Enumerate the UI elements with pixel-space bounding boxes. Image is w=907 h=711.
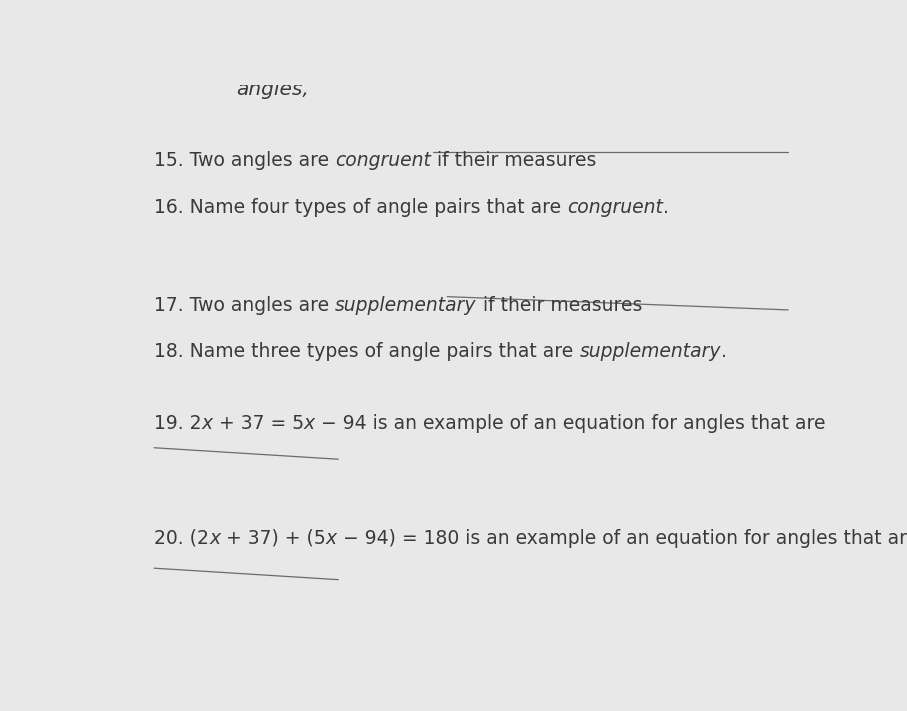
Text: supplementary: supplementary (580, 341, 721, 360)
Text: − 94 is an example of an equation for angles that are: − 94 is an example of an equation for an… (315, 414, 825, 433)
Text: angles,: angles, (237, 80, 309, 99)
Text: − 94) = 180 is an example of an equation for angles that are: − 94) = 180 is an example of an equation… (337, 529, 907, 547)
Text: if their measures: if their measures (431, 151, 602, 170)
Text: 18. Name three types of angle pairs that are: 18. Name three types of angle pairs that… (154, 341, 580, 360)
Text: x: x (209, 529, 220, 547)
Text: + 37) + (5: + 37) + (5 (220, 529, 326, 547)
Text: .: . (721, 341, 727, 360)
Text: congruent: congruent (567, 198, 663, 217)
Text: 15. Two angles are: 15. Two angles are (154, 151, 336, 170)
Text: x: x (201, 414, 213, 433)
Text: x: x (304, 414, 315, 433)
Text: + 37 = 5: + 37 = 5 (213, 414, 304, 433)
Text: .: . (663, 198, 669, 217)
Text: x: x (326, 529, 337, 547)
Text: congruent: congruent (336, 151, 431, 170)
Text: supplementary: supplementary (336, 296, 477, 315)
Text: 17. Two angles are: 17. Two angles are (154, 296, 336, 315)
Text: 16. Name four types of angle pairs that are: 16. Name four types of angle pairs that … (154, 198, 567, 217)
Text: 20. (2: 20. (2 (154, 529, 209, 547)
Text: 19. 2: 19. 2 (154, 414, 201, 433)
Text: if their measures: if their measures (477, 296, 649, 315)
